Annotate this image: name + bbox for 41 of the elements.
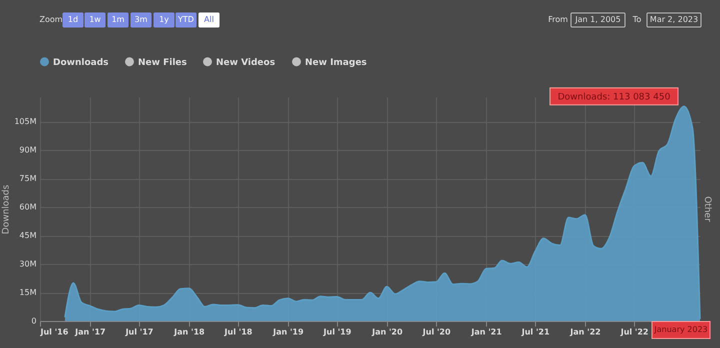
y-tick-label: 45M — [19, 231, 37, 240]
x-tick-label: Jan '19 — [272, 328, 304, 336]
x-tick-label: Jan '18 — [173, 328, 206, 336]
x-tick-label: Jul '20 — [422, 328, 451, 336]
x-tick-label: Jul '17 — [124, 328, 154, 336]
x-tick-label: Jul '19 — [322, 328, 352, 336]
x-tick-label: Jan '22 — [569, 328, 601, 336]
text: YTD — [177, 15, 194, 24]
legend-label: New Images — [305, 58, 367, 68]
x-tick-label: Jan '20 — [371, 328, 403, 336]
text: 1y — [159, 15, 170, 24]
annotation: Downloads: 113 083 450 — [558, 92, 671, 102]
y-axis-title: Downloads — [1, 184, 12, 234]
text: All — [204, 15, 214, 24]
x-tick-label: Jan '17 — [74, 328, 106, 336]
text: 1m — [112, 15, 125, 24]
y-tick-label: 90M — [19, 146, 37, 155]
text: Mar 2, 2023 — [650, 15, 698, 24]
y-tick-label: 15M — [19, 288, 37, 298]
text: January 2023 — [653, 325, 708, 334]
x-tick-label: Jul '22 — [620, 328, 648, 336]
text: 1d — [68, 15, 78, 24]
x-tick-label: Jul '18 — [224, 328, 253, 336]
text: Zoom — [39, 15, 63, 24]
text: 3m — [134, 15, 148, 24]
legend-label: Downloads — [53, 58, 109, 68]
y-tick-label: 60M — [19, 202, 37, 212]
text: Jan 1, 2005 — [574, 15, 621, 24]
text: From — [548, 15, 568, 24]
y-tick-label: 105M — [14, 117, 37, 126]
text: To — [632, 15, 642, 24]
x-tick-label: Jul '16 — [40, 328, 69, 336]
x-tick-label: Jan '21 — [470, 328, 502, 336]
y-tick-label: 75M — [19, 174, 37, 184]
y-tick-label: 30M — [19, 260, 37, 269]
legend-label: New Files — [138, 58, 187, 68]
x-tick-label: Jul '21 — [520, 328, 550, 336]
legend-label: New Videos — [216, 58, 276, 68]
y2-axis-title: Other — [702, 196, 712, 222]
text: 1w — [89, 15, 102, 24]
y-tick-label: 0 — [31, 316, 36, 326]
